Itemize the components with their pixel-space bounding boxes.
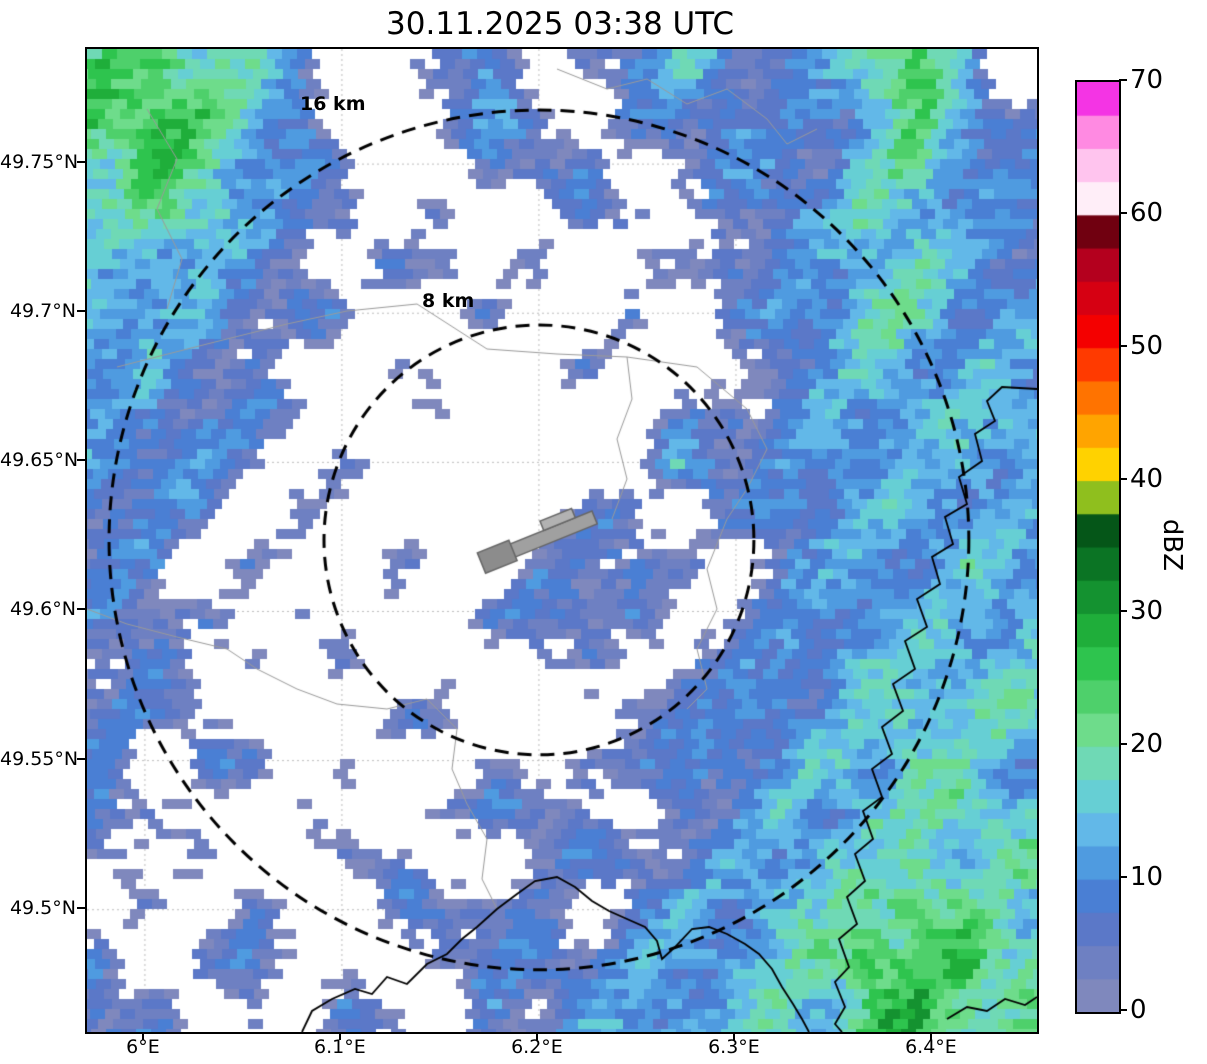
colorbar-unit-label: dBZ — [1157, 518, 1187, 572]
x-tick-label: 6.1°E — [314, 1036, 366, 1058]
colorbar-tick-mark — [1119, 79, 1127, 81]
y-tick-mark — [77, 608, 85, 611]
x-tick-mark — [141, 1032, 144, 1040]
colorbar-tick-label: 30 — [1130, 596, 1164, 627]
colorbar-tick-label: 70 — [1130, 65, 1164, 95]
colorbar-tick-label: 60 — [1130, 197, 1164, 228]
colorbar-tick-mark — [1119, 610, 1127, 613]
radar-canvas — [87, 49, 1037, 1032]
x-tick-label: 6.3°E — [708, 1036, 760, 1058]
y-tick-label: 49.75°N — [0, 151, 79, 174]
colorbar — [1075, 80, 1121, 1014]
colorbar-tick-label: 20 — [1130, 729, 1164, 760]
colorbar-tick-label: 0 — [1130, 995, 1147, 1025]
colorbar-tick-mark — [1119, 211, 1127, 214]
y-tick-mark — [77, 906, 85, 909]
x-tick-mark — [732, 1032, 735, 1040]
colorbar-tick-mark — [1119, 743, 1127, 746]
colorbar-tick-label: 10 — [1130, 862, 1164, 893]
y-tick-mark — [77, 161, 85, 164]
colorbar-tick-mark — [1119, 1009, 1127, 1011]
x-tick-mark — [535, 1032, 538, 1040]
y-tick-mark — [77, 757, 85, 760]
y-tick-label: 49.6°N — [9, 598, 76, 621]
map-plot: 16 km 8 km — [85, 47, 1039, 1034]
range-ring-label-8km: 8 km — [422, 290, 475, 312]
x-tick-mark — [929, 1032, 932, 1040]
x-tick-label: 6°E — [126, 1036, 160, 1058]
range-ring-label-16km: 16 km — [300, 93, 366, 115]
y-tick-mark — [77, 310, 85, 313]
colorbar-tick-label: 40 — [1130, 463, 1164, 494]
x-tick-label: 6.4°E — [905, 1036, 957, 1058]
colorbar-canvas — [1077, 82, 1119, 1012]
colorbar-tick-mark — [1119, 876, 1127, 879]
y-tick-label: 49.7°N — [9, 300, 76, 323]
figure-title: 30.11.2025 03:38 UTC — [386, 6, 734, 42]
y-tick-label: 49.5°N — [9, 896, 76, 919]
y-tick-label: 49.55°N — [0, 747, 79, 770]
x-tick-label: 6.2°E — [511, 1036, 563, 1058]
colorbar-tick-mark — [1119, 344, 1127, 347]
x-tick-mark — [338, 1032, 341, 1040]
y-tick-label: 49.65°N — [0, 449, 79, 472]
colorbar-tick-mark — [1119, 477, 1127, 480]
y-tick-mark — [77, 459, 85, 462]
colorbar-tick-label: 50 — [1130, 330, 1164, 361]
